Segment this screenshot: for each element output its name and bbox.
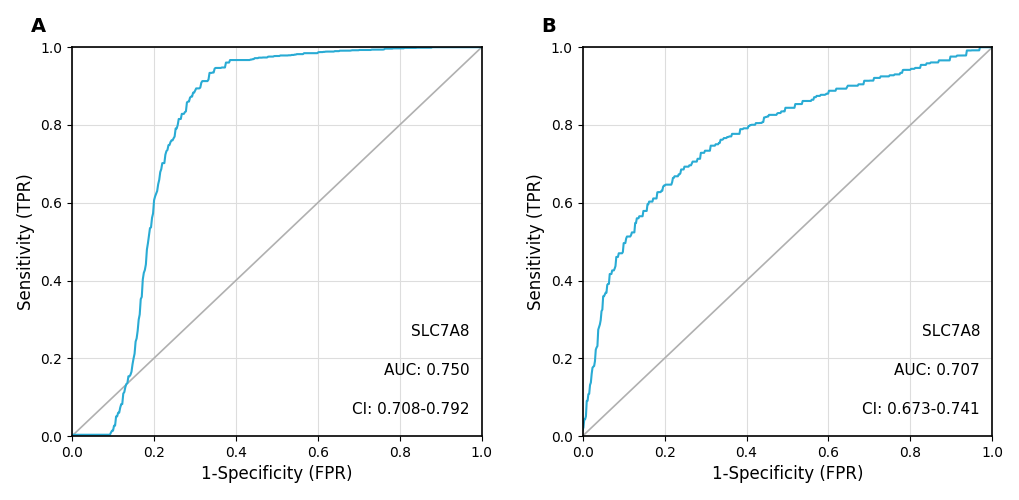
Text: CI: 0.708-0.792: CI: 0.708-0.792 xyxy=(352,402,469,416)
Y-axis label: Sensitivity (TPR): Sensitivity (TPR) xyxy=(16,174,35,310)
X-axis label: 1-Specificity (FPR): 1-Specificity (FPR) xyxy=(711,466,862,483)
X-axis label: 1-Specificity (FPR): 1-Specificity (FPR) xyxy=(201,466,353,483)
Text: AUC: 0.707: AUC: 0.707 xyxy=(894,362,979,378)
Text: CI: 0.673-0.741: CI: 0.673-0.741 xyxy=(862,402,979,416)
Y-axis label: Sensitivity (TPR): Sensitivity (TPR) xyxy=(527,174,545,310)
Text: SLC7A8: SLC7A8 xyxy=(920,324,979,339)
Text: SLC7A8: SLC7A8 xyxy=(411,324,469,339)
Text: A: A xyxy=(31,16,46,36)
Text: B: B xyxy=(541,16,556,36)
Text: AUC: 0.750: AUC: 0.750 xyxy=(383,362,469,378)
